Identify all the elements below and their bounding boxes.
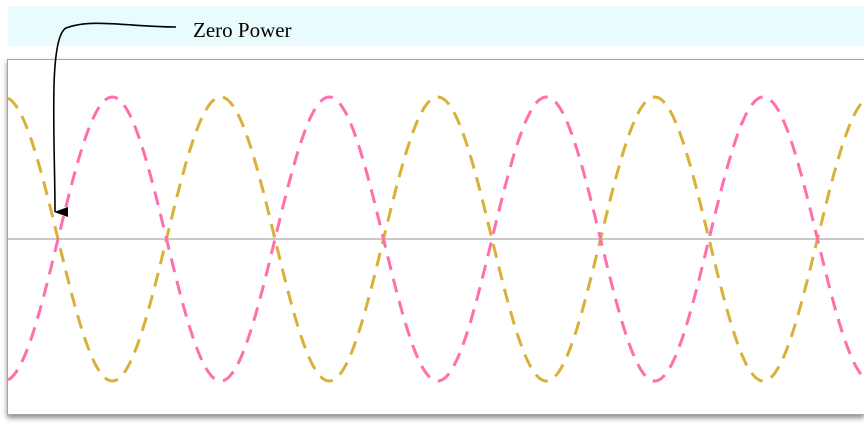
waveform-diagram [0,0,864,429]
